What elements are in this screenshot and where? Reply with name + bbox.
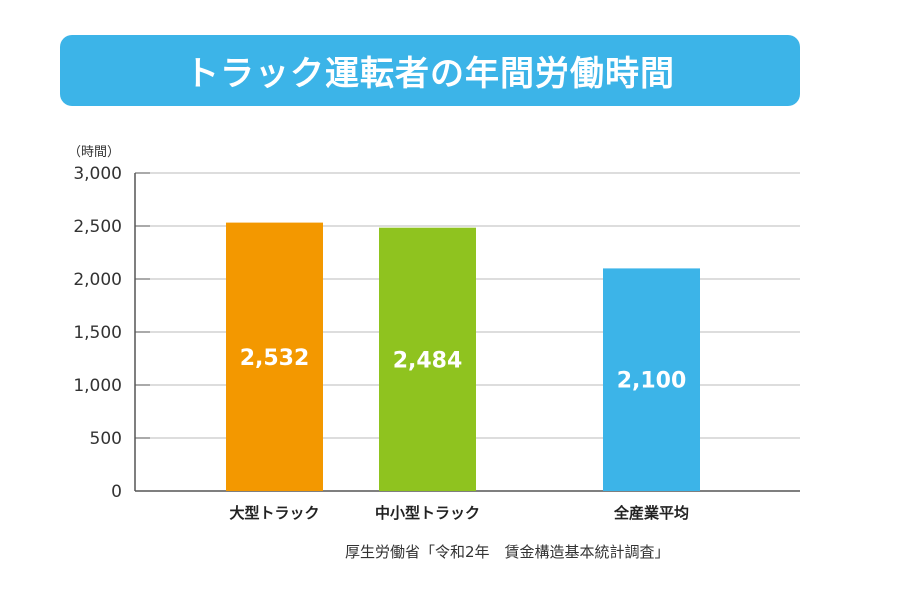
- y-axis-unit: （時間）: [68, 145, 120, 160]
- chart-title-banner: トラック運転者の年間労働時間: [60, 35, 800, 106]
- y-tick-label: 2,000: [73, 270, 122, 290]
- y-tick-label: 500: [90, 429, 122, 449]
- bar: [226, 222, 323, 491]
- bar: [379, 227, 476, 492]
- y-tick-label: 0: [111, 482, 122, 502]
- bar-value-label: 2,532: [240, 346, 310, 371]
- bar-value-label: 2,484: [393, 348, 463, 373]
- y-tick-label: 3,000: [73, 164, 122, 184]
- source-note: 厚生労働省「令和2年 賃金構造基本統計調査」: [345, 543, 670, 561]
- chart-title: トラック運転者の年間労働時間: [185, 54, 675, 94]
- bar: [603, 268, 700, 491]
- bar-value-label: 2,100: [617, 369, 687, 394]
- x-category-label: 中小型トラック: [375, 504, 480, 522]
- x-category-label: 全産業平均: [613, 504, 689, 522]
- y-tick-label: 1,500: [73, 323, 122, 343]
- y-tick-label: 1,000: [73, 376, 122, 396]
- x-category-label: 大型トラック: [229, 504, 319, 522]
- y-tick-label: 2,500: [73, 217, 122, 237]
